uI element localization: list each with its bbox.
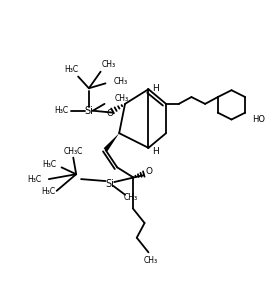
Text: CH₃: CH₃ [124, 193, 138, 202]
Text: H: H [152, 84, 159, 93]
Text: H₃C: H₃C [43, 160, 57, 169]
Text: CH₃: CH₃ [143, 256, 157, 265]
Text: Si: Si [84, 106, 93, 116]
Text: H₃C: H₃C [27, 175, 41, 184]
Text: H₃C: H₃C [55, 106, 69, 115]
Text: CH₃: CH₃ [114, 94, 128, 103]
Text: H₃C: H₃C [41, 187, 56, 196]
Text: HO: HO [252, 115, 265, 124]
Text: Si: Si [105, 179, 114, 189]
Text: CH₃: CH₃ [113, 77, 127, 86]
Text: O: O [146, 167, 153, 176]
Text: H₃C: H₃C [64, 65, 78, 74]
Text: H: H [152, 147, 159, 156]
Text: CH₃C: CH₃C [64, 147, 83, 156]
Text: O: O [107, 109, 114, 118]
Polygon shape [104, 133, 119, 151]
Text: CH₃: CH₃ [101, 60, 115, 69]
